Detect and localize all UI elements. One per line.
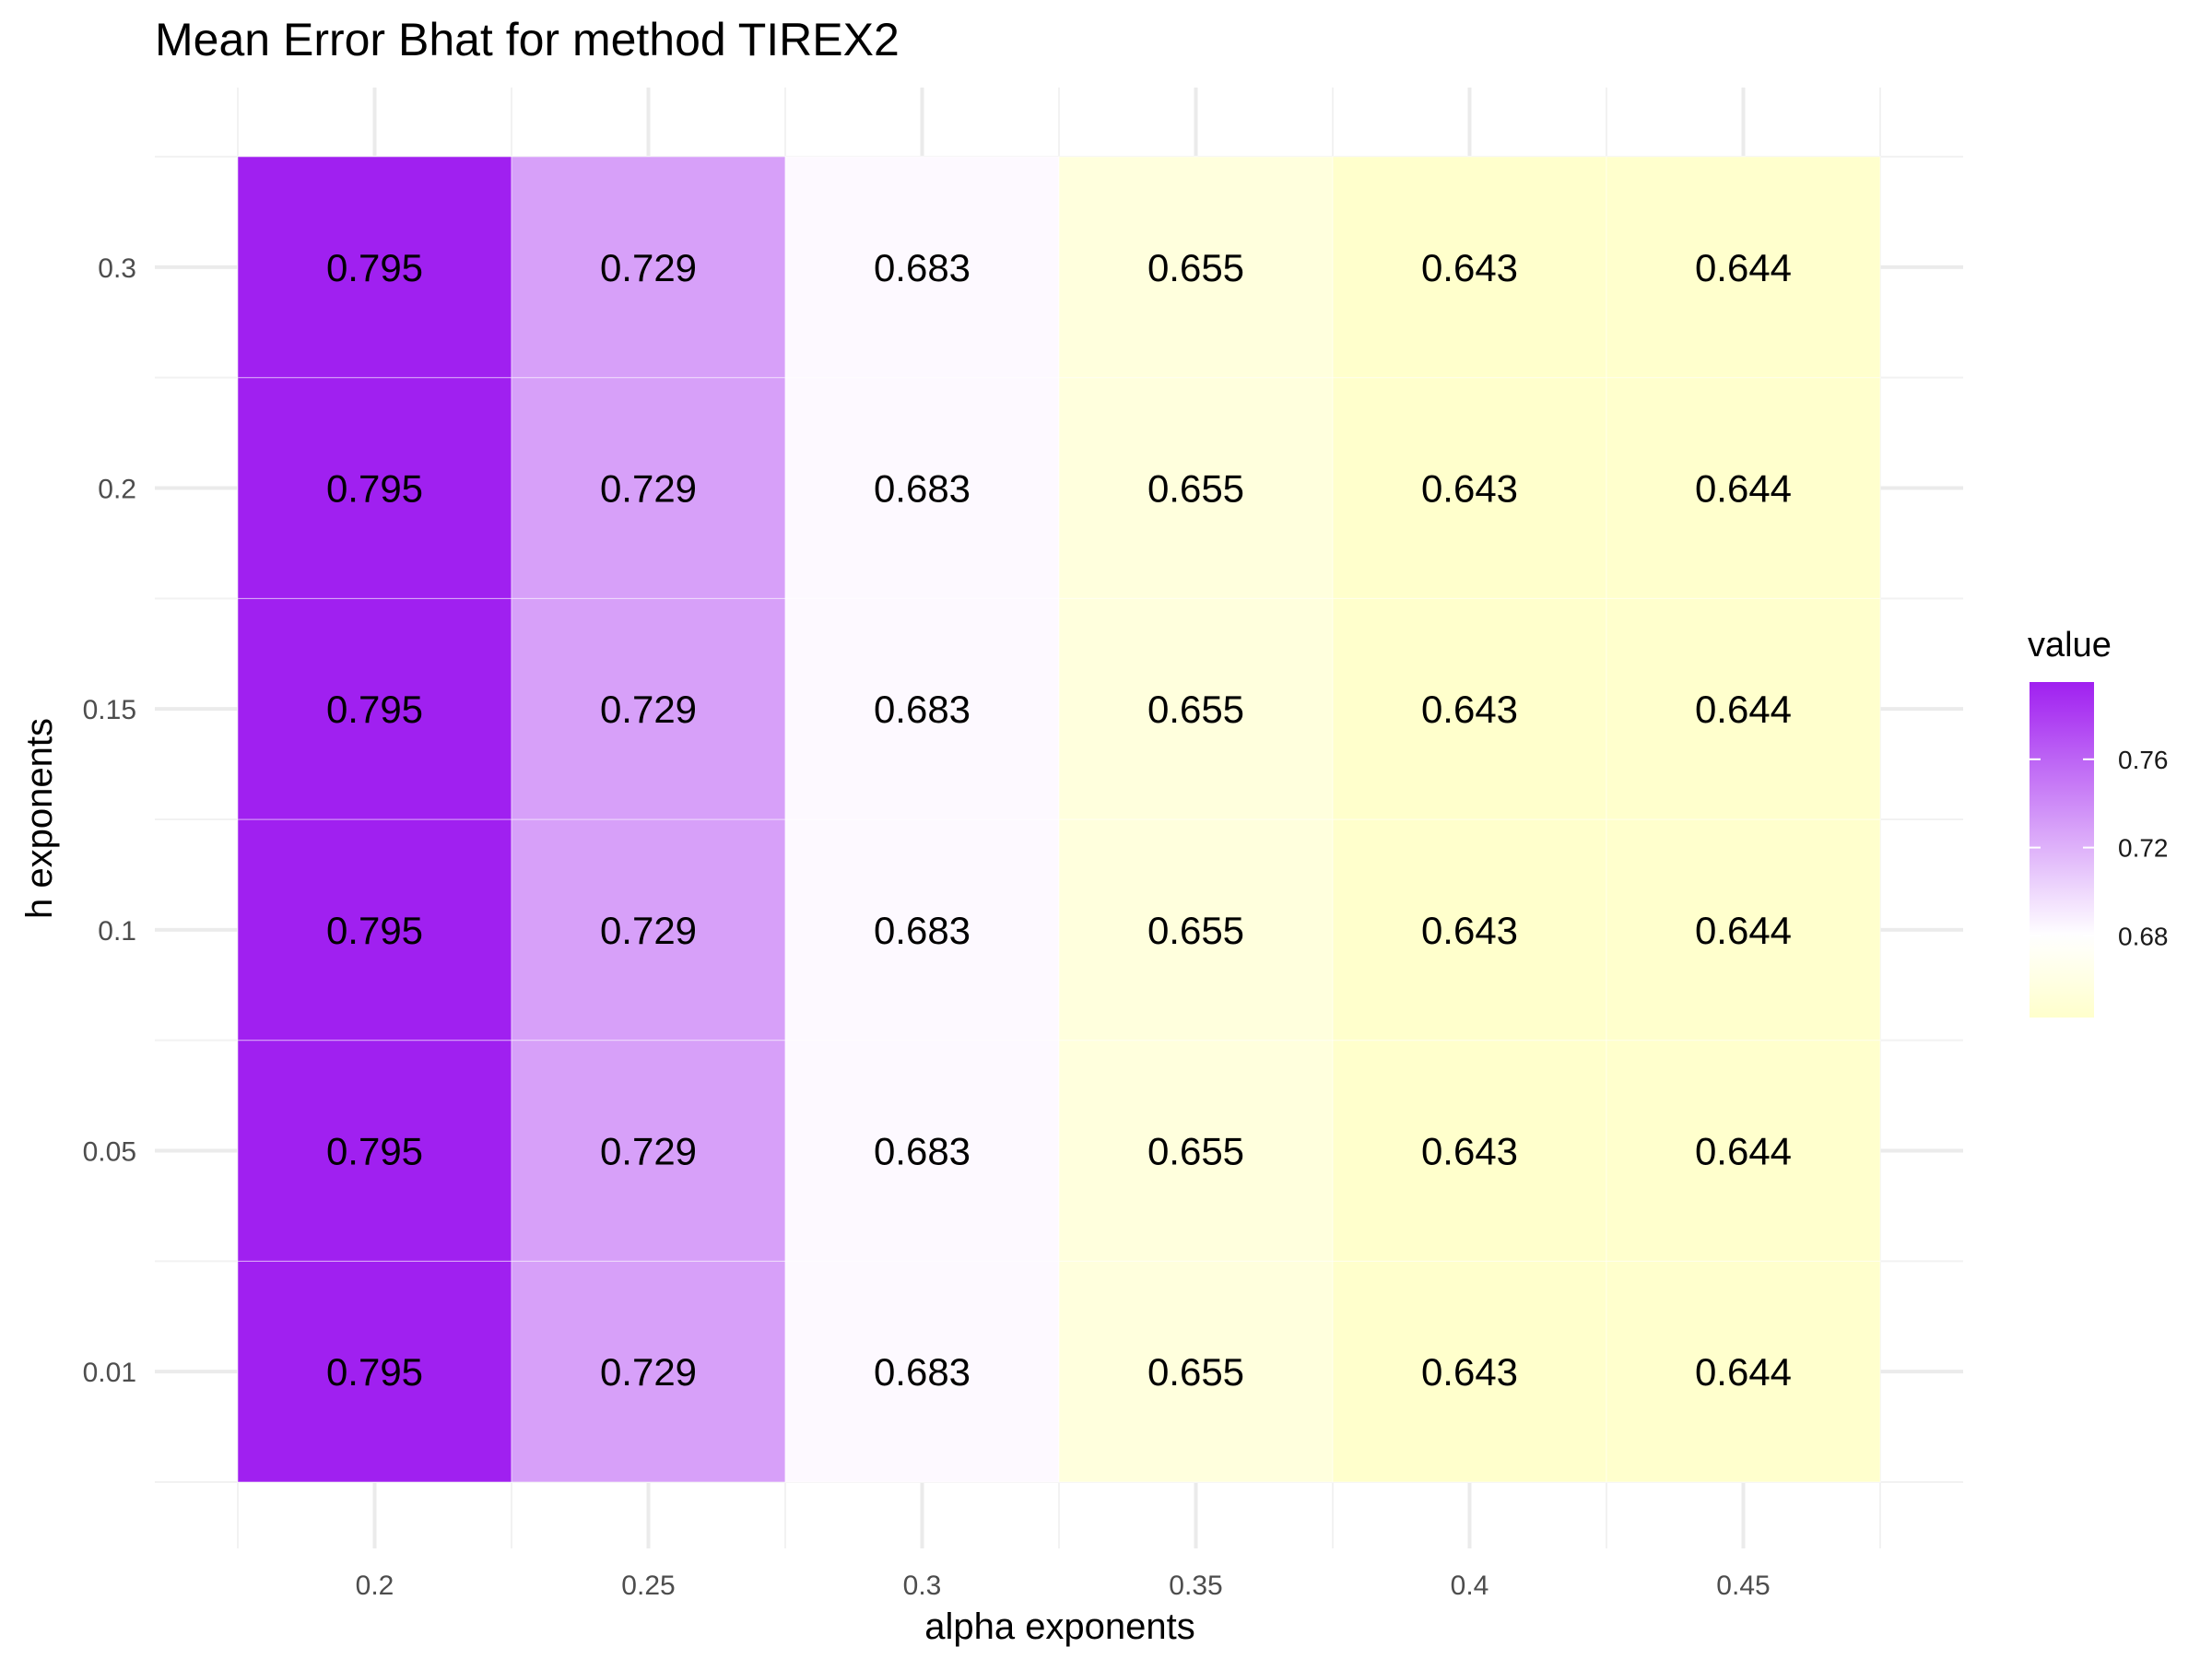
cell-value-label: 0.655	[1147, 467, 1244, 511]
heatmap-cell	[784, 818, 1060, 1041]
heatmap-cell	[1606, 1260, 1881, 1483]
cell-value-label: 0.643	[1421, 1130, 1518, 1173]
y-axis-title: h exponents	[19, 718, 60, 919]
cell-value-label: 0.643	[1421, 688, 1518, 731]
legend-colorbar	[2030, 682, 2094, 1018]
heatmap-cell	[237, 818, 512, 1041]
cell-value-label: 0.683	[874, 909, 971, 952]
heatmap-cell	[784, 156, 1060, 379]
heatmap-cell	[1332, 156, 1607, 379]
cell-value-label: 0.729	[600, 688, 697, 731]
cell-value-label: 0.795	[326, 246, 423, 289]
heatmap-cell	[1058, 377, 1334, 599]
y-tick-label: 0.3	[98, 253, 136, 284]
cell-value-label: 0.644	[1695, 246, 1792, 289]
heatmap-cell	[511, 1260, 786, 1483]
x-tick-label: 0.35	[1169, 1571, 1222, 1601]
cell-value-labels: 0.795 0.729 0.683 0.655 0.643 0.644 0.795 0.729…	[326, 246, 1792, 1394]
heatmap-cell	[1058, 1260, 1334, 1483]
heatmap-cell	[1606, 1040, 1881, 1262]
heatmap-cell	[237, 1040, 512, 1262]
cell-value-label: 0.655	[1147, 1350, 1244, 1394]
heatmap-cell	[1332, 818, 1607, 1041]
cell-value-label: 0.729	[600, 1350, 697, 1394]
heatmap-cell	[784, 1040, 1060, 1262]
cell-value-label: 0.644	[1695, 1350, 1792, 1394]
cell-value-label: 0.655	[1147, 688, 1244, 731]
cell-value-label: 0.644	[1695, 467, 1792, 511]
cell-value-label: 0.643	[1421, 246, 1518, 289]
heatmap-cell	[1058, 1040, 1334, 1262]
y-tick-label: 0.05	[83, 1137, 136, 1168]
x-tick-label: 0.4	[1451, 1571, 1489, 1601]
cell-value-label: 0.795	[326, 467, 423, 511]
y-tick-label: 0.1	[98, 916, 136, 947]
heatmap-cell	[1606, 377, 1881, 599]
cell-value-label: 0.643	[1421, 909, 1518, 952]
cell-value-label: 0.683	[874, 467, 971, 511]
y-tick-label: 0.15	[83, 695, 136, 725]
x-tick-label: 0.45	[1716, 1571, 1770, 1601]
heatmap-cells	[237, 156, 1881, 1483]
heatmap-cell	[1606, 597, 1881, 820]
cell-value-label: 0.683	[874, 1130, 971, 1173]
heatmap-cell	[511, 597, 786, 820]
cell-value-label: 0.683	[874, 1350, 971, 1394]
heatmap-cell	[237, 1260, 512, 1483]
x-tick-label: 0.3	[903, 1571, 942, 1601]
cell-value-label: 0.683	[874, 246, 971, 289]
color-legend: value 0.68 0.72 0.76	[2028, 626, 2169, 1018]
legend-title: value	[2028, 626, 2112, 665]
cell-value-label: 0.655	[1147, 909, 1244, 952]
legend-tick-label: 0.76	[2118, 746, 2169, 774]
cell-value-label: 0.795	[326, 688, 423, 731]
heatmap-cell	[1606, 818, 1881, 1041]
cell-value-label: 0.644	[1695, 1130, 1792, 1173]
heatmap-cell	[1606, 156, 1881, 379]
heatmap-cell	[1332, 1040, 1607, 1262]
cell-value-label: 0.795	[326, 1350, 423, 1394]
heatmap-cell	[784, 597, 1060, 820]
cell-value-label: 0.795	[326, 909, 423, 952]
x-axis-ticks: 0.2 0.25 0.3 0.35 0.4 0.45	[356, 1571, 1771, 1601]
y-tick-label: 0.2	[98, 475, 136, 505]
heatmap-cell	[511, 156, 786, 379]
heatmap-cell	[237, 597, 512, 820]
x-tick-label: 0.2	[356, 1571, 394, 1601]
legend-tick-label: 0.68	[2118, 922, 2169, 950]
cell-value-label: 0.795	[326, 1130, 423, 1173]
cell-value-label: 0.644	[1695, 688, 1792, 731]
heatmap-cell	[1058, 597, 1334, 820]
y-axis-ticks: 0.01 0.05 0.1 0.15 0.2 0.3	[83, 253, 136, 1388]
legend-ticks: 0.68 0.72 0.76	[2030, 746, 2169, 950]
chart-title: Mean Error Bhat for method TIREX2	[155, 14, 900, 65]
cell-value-label: 0.729	[600, 909, 697, 952]
cell-value-label: 0.655	[1147, 1130, 1244, 1173]
cell-value-label: 0.643	[1421, 467, 1518, 511]
cell-value-label: 0.643	[1421, 1350, 1518, 1394]
cell-value-label: 0.729	[600, 467, 697, 511]
heatmap-cell	[237, 156, 512, 379]
heatmap-cell	[511, 818, 786, 1041]
cell-value-label: 0.729	[600, 1130, 697, 1173]
heatmap-cell	[784, 1260, 1060, 1483]
cell-value-label: 0.644	[1695, 909, 1792, 952]
cell-value-label: 0.655	[1147, 246, 1244, 289]
legend-tick-label: 0.72	[2118, 834, 2169, 863]
y-tick-label: 0.01	[83, 1358, 136, 1388]
heatmap-cell	[237, 377, 512, 599]
x-axis-title: alpha exponents	[924, 1606, 1195, 1647]
cell-value-label: 0.683	[874, 688, 971, 731]
x-tick-label: 0.25	[621, 1571, 675, 1601]
cell-value-label: 0.729	[600, 246, 697, 289]
heatmap-cell	[1332, 377, 1607, 599]
heatmap-cell	[1332, 597, 1607, 820]
heatmap-cell	[1058, 156, 1334, 379]
